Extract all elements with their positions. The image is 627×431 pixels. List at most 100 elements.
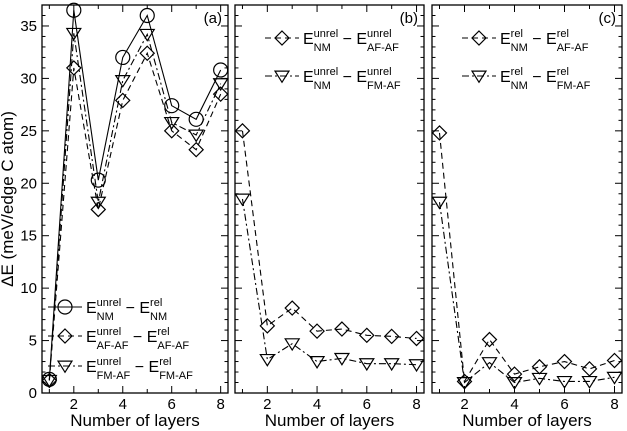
x-tick-label: 2 [460, 396, 468, 413]
panel-label: (a) [204, 10, 222, 27]
x-tick-label: 2 [70, 396, 78, 413]
y-tick-label: 20 [20, 175, 37, 192]
y-tick-label: 0 [29, 385, 37, 402]
data-point [383, 358, 400, 372]
x-tick-label: 8 [412, 396, 420, 413]
x-axis-label: Number of layers [70, 411, 199, 430]
data-point [481, 331, 498, 348]
series-diamond [234, 122, 425, 347]
data-point [606, 352, 623, 369]
data-point [114, 92, 131, 109]
legend-marker [57, 299, 73, 315]
data-point [506, 366, 523, 382]
data-point [556, 375, 573, 389]
y-tick-label: 35 [20, 18, 37, 35]
panel-label: (c) [599, 10, 617, 27]
legend: Eunrel NM − Erel NM Eunrel AF-AF − Erel AF-AF… [48, 297, 193, 382]
x-tick-label: 4 [119, 396, 127, 413]
data-point [456, 377, 473, 390]
data-point [606, 371, 623, 385]
legend-marker [471, 30, 487, 46]
data-point [139, 45, 156, 62]
x-axis-label: Number of layers [462, 411, 591, 430]
legend-label: Erel NM − Erel FM-AF [500, 66, 591, 92]
series-triangle [41, 27, 229, 388]
data-point [163, 122, 180, 139]
legend-label: Eunrel NM − Eunrel AF-AF [303, 28, 399, 54]
y-tick-label: 25 [20, 123, 37, 140]
data-point [383, 328, 400, 345]
data-point [581, 375, 598, 389]
x-tick-label: 2 [263, 396, 271, 413]
series-triangle [234, 193, 425, 373]
legend-marker [273, 70, 291, 84]
data-point [90, 172, 106, 188]
data-point [431, 125, 448, 141]
legend-marker [470, 70, 488, 84]
data-point [506, 377, 523, 390]
data-point [114, 75, 131, 88]
legend-marker [56, 360, 74, 374]
data-point [334, 321, 350, 337]
data-point [188, 129, 205, 143]
x-tick-label: 8 [216, 396, 224, 413]
legend-label: Eunrel FM-AF − Erel FM-AF [86, 356, 193, 382]
data-point [212, 86, 229, 102]
panel-c: 2 4 6 8 Number of layers (c) Erel NM − Erel AF-A… [431, 4, 623, 430]
series-line [48, 51, 222, 381]
data-point [66, 2, 82, 18]
data-point [188, 141, 205, 158]
plot-frame [431, 4, 623, 394]
legend-marker [57, 328, 73, 344]
data-point [556, 353, 573, 370]
y-tick-label: 30 [20, 70, 37, 87]
x-axis-label: Number of layers [265, 411, 394, 430]
legend: Erel NM − Erel AF-AF Erel NM − Erel FM-AF [462, 28, 591, 92]
data-point [259, 318, 276, 334]
x-tick-label: 4 [510, 396, 518, 413]
data-point [163, 116, 180, 130]
series-diamond [431, 125, 623, 390]
data-point [309, 323, 325, 339]
data-point [531, 372, 548, 386]
series-line [241, 198, 417, 366]
data-point [531, 358, 548, 375]
series-line [438, 132, 615, 384]
x-tick-label: 8 [610, 396, 618, 413]
plot-frame [234, 4, 425, 394]
plot-frame [41, 4, 229, 394]
x-tick-label: 6 [560, 396, 568, 413]
legend-label: Eunrel NM − Eunrel FM-AF [303, 66, 401, 92]
data-point [90, 196, 107, 210]
data-point [115, 49, 131, 66]
data-point [65, 27, 82, 41]
series-circle [41, 2, 229, 387]
y-tick-label: 15 [20, 228, 37, 245]
data-point [308, 356, 326, 369]
legend-label: Eunrel AF-AF − Erel AF-AF [86, 326, 189, 352]
data-point [481, 357, 498, 371]
x-tick-label: 4 [313, 396, 321, 413]
series-triangle [431, 196, 623, 390]
y-tick-label: 5 [29, 333, 37, 350]
data-point [212, 78, 229, 92]
data-point [358, 327, 375, 344]
panel-a: 2 4 6 8 0 5 10 15 20 25 30 35 Number of layers ΔE (me… [0, 2, 229, 430]
data-point [284, 300, 301, 316]
y-axis-label: ΔE (meV/edge C atom) [0, 111, 17, 287]
series-line [241, 130, 417, 340]
x-tick-label: 6 [363, 396, 371, 413]
data-point [333, 352, 351, 366]
data-point [259, 353, 276, 367]
y-tick-label: 10 [20, 280, 37, 297]
data-point [234, 122, 251, 139]
series-line [48, 10, 222, 380]
data-point [41, 374, 58, 388]
series-line [438, 202, 615, 384]
data-point [213, 62, 229, 78]
data-point [408, 359, 425, 373]
series-line [48, 32, 222, 381]
legend-marker [274, 30, 290, 46]
